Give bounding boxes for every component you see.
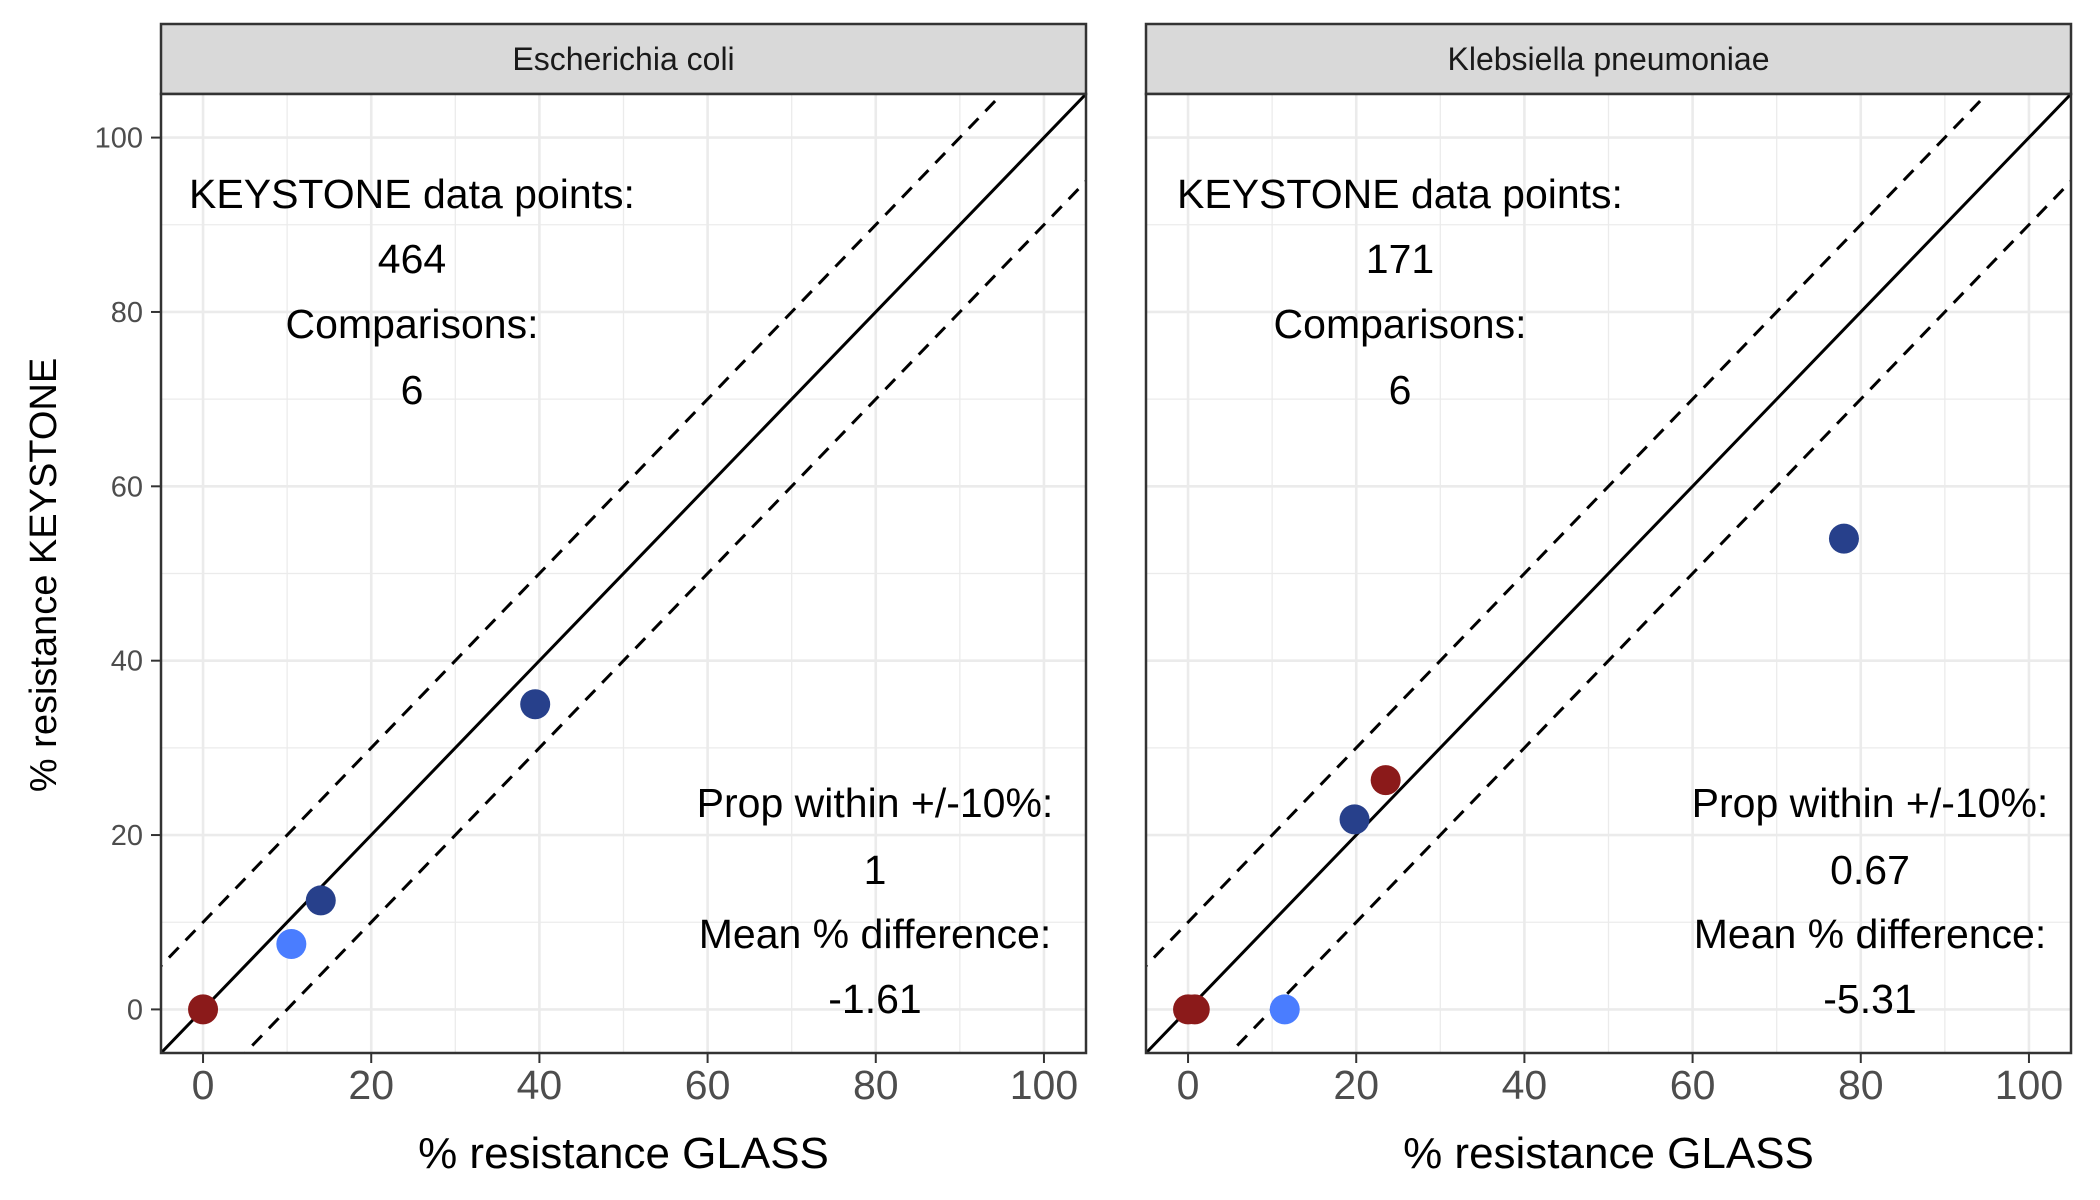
data-point-5: [1370, 765, 1401, 796]
lower-band-line: [243, 179, 1086, 1053]
x-tick-label: 60: [1670, 1062, 1716, 1108]
x-tick-label: 80: [853, 1062, 899, 1108]
data-point-3: [1269, 994, 1300, 1025]
data-point-2: [1179, 994, 1210, 1025]
upper-band-line: [161, 94, 1004, 968]
x-axis-title-kpneumoniae: % resistance GLASS: [1403, 1129, 1814, 1178]
x-tick-label: 40: [1502, 1062, 1548, 1108]
y-tick-label: 40: [111, 646, 143, 678]
facet-panel-ecoli: Escherichia coli 0 20 40 60 80 100 0 20 40 60 80 10…: [95, 22, 1088, 1108]
data-point-4: [1339, 804, 1370, 835]
x-tick-label: 40: [517, 1062, 563, 1108]
facet-title-ecoli: Escherichia coli: [512, 41, 734, 77]
x-axis-title-ecoli: % resistance GLASS: [418, 1129, 829, 1178]
upper-band-line: [1146, 94, 1989, 968]
facet-panel-kpneumoniae: Klebsiella pneumoniae 0 20 40 60 80 100 KEYST…: [1144, 22, 2073, 1108]
x-tick-label: 100: [1995, 1062, 2063, 1108]
panel-border: [1144, 92, 2073, 1055]
annotation-ecoli-comparisons-value: 6: [401, 367, 424, 413]
annotation-ecoli-mean-value: -1.61: [828, 976, 921, 1022]
facet-strip-kpneumoniae: [1144, 22, 2073, 96]
data-point-1: [188, 994, 219, 1025]
annotation-ecoli-comparisons-label: Comparisons:: [286, 301, 539, 347]
y-tick-label: 60: [111, 471, 143, 503]
annotation-kpneumoniae-data-points-label: KEYSTONE data points:: [1177, 171, 1623, 217]
y-axis-title: % resistance KEYSTONE: [23, 358, 65, 792]
y-tick-label: 100: [95, 123, 143, 155]
identity-line: [161, 94, 1086, 1053]
x-tick-label: 100: [1010, 1062, 1078, 1108]
x-tick-label: 0: [1177, 1062, 1200, 1108]
y-tick-label: 20: [111, 820, 143, 852]
annotation-kpneumoniae-mean-value: -5.31: [1823, 976, 1916, 1022]
y-tick-label: 80: [111, 297, 143, 329]
plot-area-ecoli: 0 20 40 60 80 100 0 20 40 60 80 100: [95, 92, 1088, 1108]
plot-area-kpneumoniae: 0 20 40 60 80 100: [1144, 92, 2073, 1108]
data-point-4: [520, 689, 551, 720]
annotation-ecoli-mean-label: Mean % difference:: [699, 911, 1052, 957]
identity-line: [1146, 94, 2071, 1053]
annotation-kpneumoniae-mean-label: Mean % difference:: [1694, 911, 2047, 957]
x-tick-label: 80: [1838, 1062, 1884, 1108]
data-point-3: [305, 885, 336, 916]
annotation-kpneumoniae-comparisons-value: 6: [1389, 367, 1412, 413]
annotation-ecoli-data-points-label: KEYSTONE data points:: [189, 171, 635, 217]
annotation-kpneumoniae-prop-value: 0.67: [1830, 847, 1910, 893]
annotation-ecoli-prop-value: 1: [864, 847, 887, 893]
facet-strip-ecoli: [159, 22, 1088, 96]
data-point-6: [1828, 523, 1859, 554]
x-tick-label: 20: [348, 1062, 394, 1108]
x-tick-label: 0: [192, 1062, 215, 1108]
facet-title-kpneumoniae: Klebsiella pneumoniae: [1448, 41, 1770, 77]
x-tick-label: 60: [685, 1062, 731, 1108]
reference-lines: [161, 94, 1086, 1053]
panel-border: [159, 92, 1088, 1055]
x-tick-label: 20: [1333, 1062, 1379, 1108]
annotation-kpneumoniae-prop-label: Prop within +/-10%:: [1692, 780, 2049, 826]
y-tick-label: 0: [127, 994, 143, 1026]
annotation-ecoli-prop-label: Prop within +/-10%:: [697, 780, 1054, 826]
annotation-ecoli-data-points-value: 464: [378, 236, 446, 282]
data-point-2: [276, 929, 307, 960]
annotation-kpneumoniae-comparisons-label: Comparisons:: [1274, 301, 1527, 347]
annotation-kpneumoniae-data-points-value: 171: [1366, 236, 1434, 282]
